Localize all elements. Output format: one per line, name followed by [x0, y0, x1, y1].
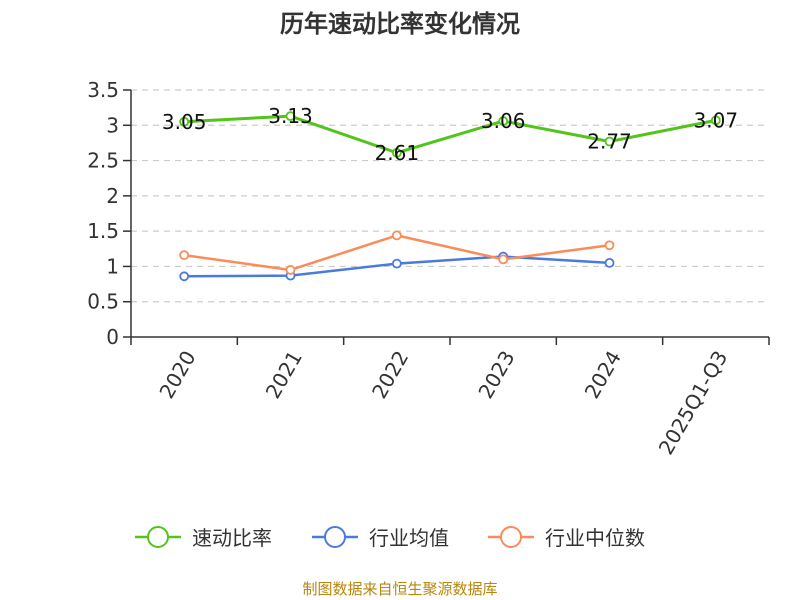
legend-marker	[500, 526, 522, 548]
data-point	[604, 257, 615, 268]
x-tick-label: 2024	[580, 347, 626, 403]
data-labels: 3.05 3.13 2.61 3.06 2.77 3.07	[162, 104, 738, 165]
legend-marker	[147, 526, 169, 548]
data-point	[498, 116, 509, 126]
data-label: 2.77	[587, 130, 632, 154]
data-label: 3.07	[694, 108, 739, 132]
data-point	[604, 136, 615, 147]
x-tick-label: 2020	[154, 347, 200, 403]
y-axis-ticks: 0 0.5 1 1.5 2 2.5 3 3.5	[87, 78, 131, 349]
x-axis-ticks: 2020 2021 2022 2023 2024 2025Q1-Q3	[130, 337, 770, 459]
data-point	[285, 265, 296, 275]
data-point	[498, 254, 509, 265]
x-tick-label: 2021	[261, 347, 307, 403]
legend-label: 速动比率	[192, 526, 272, 550]
source-note: 制图数据来自恒生聚源数据库	[302, 580, 497, 598]
data-point	[391, 230, 402, 241]
y-tick-label: 0.5	[87, 290, 119, 314]
data-point	[179, 116, 190, 127]
x-tick-label: 2022	[367, 347, 413, 403]
x-tick-label: 2023	[473, 346, 519, 402]
legend: 速动比率 行业均值 行业中位数	[135, 526, 645, 550]
y-tick-label: 1.5	[87, 219, 119, 243]
x-tick-label: 2025Q1-Q3	[654, 347, 733, 459]
data-point	[391, 147, 402, 158]
data-point	[391, 258, 402, 269]
data-point	[604, 240, 615, 251]
series-line	[184, 114, 717, 155]
gridlines	[131, 89, 769, 303]
y-tick-label: 1	[106, 254, 119, 278]
data-label: 3.06	[481, 109, 526, 133]
data-point	[285, 111, 296, 122]
data-point	[710, 115, 721, 126]
data-point	[179, 250, 190, 261]
legend-label: 行业中位数	[545, 526, 645, 550]
data-label: 3.13	[268, 104, 313, 128]
legend-label: 行业均值	[369, 526, 449, 550]
y-tick-label: 0	[106, 325, 119, 349]
y-tick-label: 3	[106, 113, 119, 137]
y-tick-label: 2.5	[87, 149, 119, 173]
y-tick-label: 3.5	[87, 78, 119, 102]
y-tick-label: 2	[106, 184, 119, 208]
series-layer	[179, 111, 721, 282]
data-label: 3.05	[162, 110, 207, 134]
data-point	[179, 271, 190, 282]
legend-marker	[324, 526, 346, 548]
chart-title: 历年速动比率变化情况	[280, 10, 520, 38]
axes	[130, 90, 769, 338]
data-label: 2.61	[375, 141, 420, 165]
